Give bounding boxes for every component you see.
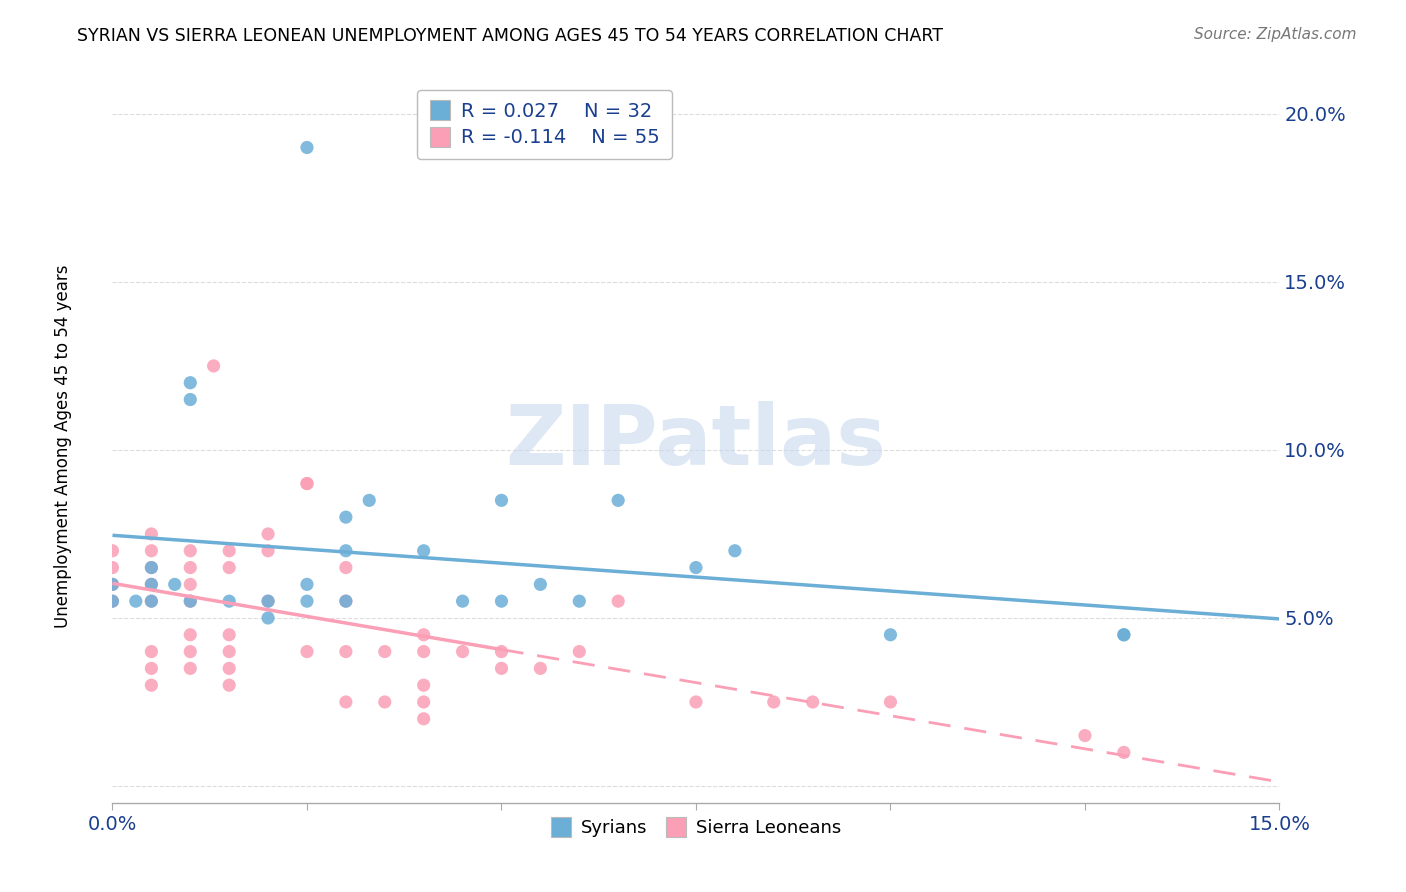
- Text: Unemployment Among Ages 45 to 54 years: Unemployment Among Ages 45 to 54 years: [55, 264, 72, 628]
- Point: [125, 594, 148, 608]
- Point: [141, 527, 163, 541]
- Point: [218, 594, 240, 608]
- Point: [412, 712, 434, 726]
- Point: [179, 577, 201, 591]
- Point: [257, 543, 280, 558]
- Point: [179, 392, 201, 407]
- Point: [179, 560, 201, 574]
- Point: [218, 644, 240, 658]
- Point: [101, 543, 124, 558]
- Point: [724, 543, 747, 558]
- Point: [412, 695, 434, 709]
- Point: [101, 577, 124, 591]
- Point: [295, 594, 318, 608]
- Point: [295, 140, 318, 154]
- Point: [335, 644, 357, 658]
- Point: [179, 594, 201, 608]
- Point: [335, 560, 357, 574]
- Point: [218, 560, 240, 574]
- Point: [568, 644, 591, 658]
- Point: [762, 695, 785, 709]
- Point: [141, 543, 163, 558]
- Point: [257, 594, 280, 608]
- Point: [607, 493, 630, 508]
- Point: [685, 695, 707, 709]
- Point: [295, 577, 318, 591]
- Point: [101, 577, 124, 591]
- Point: [335, 543, 357, 558]
- Point: [179, 644, 201, 658]
- Point: [1112, 628, 1135, 642]
- Point: [568, 594, 591, 608]
- Point: [412, 644, 434, 658]
- Point: [607, 594, 630, 608]
- Point: [101, 594, 124, 608]
- Point: [451, 644, 474, 658]
- Point: [218, 678, 240, 692]
- Point: [295, 644, 318, 658]
- Point: [101, 560, 124, 574]
- Point: [529, 661, 551, 675]
- Point: [218, 661, 240, 675]
- Point: [179, 594, 201, 608]
- Point: [879, 695, 901, 709]
- Point: [335, 594, 357, 608]
- Point: [163, 577, 186, 591]
- Point: [491, 644, 513, 658]
- Point: [801, 695, 824, 709]
- Point: [141, 644, 163, 658]
- Point: [179, 661, 201, 675]
- Point: [141, 661, 163, 675]
- Point: [218, 628, 240, 642]
- Text: SYRIAN VS SIERRA LEONEAN UNEMPLOYMENT AMONG AGES 45 TO 54 YEARS CORRELATION CHAR: SYRIAN VS SIERRA LEONEAN UNEMPLOYMENT AM…: [77, 27, 943, 45]
- Point: [179, 543, 201, 558]
- Point: [101, 594, 124, 608]
- Point: [529, 577, 551, 591]
- Point: [295, 476, 318, 491]
- Point: [141, 560, 163, 574]
- Point: [141, 594, 163, 608]
- Point: [141, 678, 163, 692]
- Point: [257, 527, 280, 541]
- Point: [295, 476, 318, 491]
- Point: [257, 611, 280, 625]
- Point: [491, 493, 513, 508]
- Point: [141, 594, 163, 608]
- Point: [335, 695, 357, 709]
- Point: [491, 661, 513, 675]
- Point: [218, 543, 240, 558]
- Point: [374, 644, 396, 658]
- Point: [451, 594, 474, 608]
- Point: [412, 678, 434, 692]
- Point: [141, 577, 163, 591]
- Text: ZIPatlas: ZIPatlas: [506, 401, 886, 482]
- Point: [202, 359, 225, 373]
- Point: [141, 577, 163, 591]
- Point: [685, 560, 707, 574]
- Point: [335, 594, 357, 608]
- Point: [879, 628, 901, 642]
- Point: [1112, 745, 1135, 759]
- Legend: Syrians, Sierra Leoneans: Syrians, Sierra Leoneans: [543, 812, 849, 845]
- Point: [335, 510, 357, 524]
- Point: [374, 695, 396, 709]
- Point: [1112, 628, 1135, 642]
- Point: [491, 594, 513, 608]
- Point: [141, 560, 163, 574]
- Point: [412, 543, 434, 558]
- Point: [359, 493, 381, 508]
- Point: [179, 376, 201, 390]
- Point: [412, 628, 434, 642]
- Point: [179, 628, 201, 642]
- Text: Source: ZipAtlas.com: Source: ZipAtlas.com: [1194, 27, 1357, 42]
- Point: [1074, 729, 1097, 743]
- Point: [257, 594, 280, 608]
